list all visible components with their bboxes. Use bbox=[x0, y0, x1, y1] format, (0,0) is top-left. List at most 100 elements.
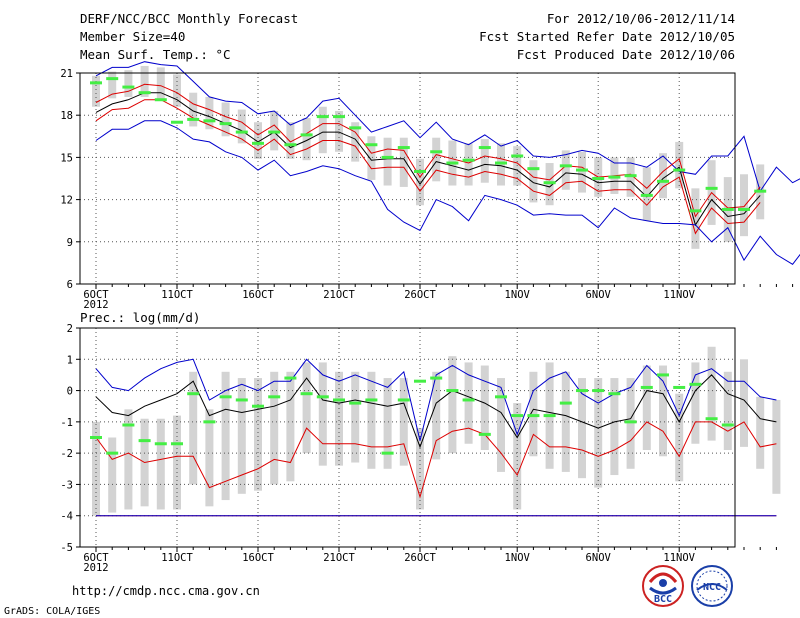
temp-observation-marker bbox=[495, 161, 507, 165]
temp-spread-box bbox=[173, 74, 181, 107]
temp-series-lowest bbox=[95, 120, 800, 265]
precip-spread-box bbox=[578, 378, 586, 479]
precip-x-tick-label: 1NOV bbox=[505, 552, 531, 564]
temp-spread-box bbox=[286, 122, 295, 159]
temp-spread-box bbox=[367, 136, 376, 180]
precip-observation-marker bbox=[689, 382, 702, 386]
precip-x-tick-label: 21OCT bbox=[323, 552, 355, 564]
temp-observation-marker bbox=[268, 130, 281, 134]
precip-observation-marker bbox=[592, 389, 605, 393]
temp-y-tick-label: 9 bbox=[67, 237, 73, 249]
ncc-logo-text: NCC bbox=[703, 582, 721, 593]
temp-observation-marker bbox=[316, 115, 329, 119]
temp-observation-marker bbox=[511, 154, 524, 158]
temp-x-tick-label: 26OCT bbox=[404, 289, 436, 301]
temp-spread-box bbox=[529, 160, 538, 203]
temp-observation-marker bbox=[349, 126, 362, 130]
temp-observation-marker bbox=[333, 115, 345, 119]
precip-y-tick-label: -2 bbox=[60, 448, 73, 460]
temp-observation-marker bbox=[543, 181, 556, 185]
temp-spread-box bbox=[561, 150, 570, 190]
started-date-label: Fcst Started Refer Date 2012/10/05 bbox=[479, 29, 735, 44]
temp-y-tick-label: 21 bbox=[60, 68, 73, 80]
temp-spread-box bbox=[383, 137, 392, 186]
temp-series-mean bbox=[95, 92, 761, 227]
variable-label: Mean Surf. Temp.: °C bbox=[80, 47, 231, 62]
precip-observation-marker bbox=[349, 401, 362, 405]
temp-observation-marker bbox=[689, 209, 702, 213]
temp-spread-box bbox=[108, 71, 117, 99]
precip-spread-box bbox=[480, 365, 489, 451]
precip-observation-marker bbox=[543, 414, 556, 418]
member-size-label: Member Size=40 bbox=[80, 29, 185, 44]
precip-observation-marker bbox=[640, 385, 653, 389]
temp-spread-box bbox=[302, 118, 311, 161]
precip-observation-marker bbox=[268, 395, 281, 399]
precip-observation-marker bbox=[462, 398, 475, 402]
precip-observation-marker bbox=[106, 451, 119, 455]
temp-spread-box bbox=[416, 158, 424, 206]
bcc-logo: BCC bbox=[642, 565, 684, 607]
precip-x-tick-label: 26OCT bbox=[404, 552, 436, 564]
temp-observation-marker bbox=[365, 143, 378, 147]
precip-spread-box bbox=[497, 378, 505, 472]
temp-observation-marker bbox=[397, 146, 410, 150]
temp-spread-box bbox=[318, 106, 327, 154]
temp-observation-marker bbox=[154, 98, 167, 102]
precip-observation-marker bbox=[235, 398, 248, 402]
temp-series-upper bbox=[95, 61, 800, 193]
temp-spread-box bbox=[659, 153, 667, 199]
precip-spread-box bbox=[464, 362, 473, 444]
temp-observation-marker bbox=[608, 175, 621, 179]
precip-spread-box bbox=[254, 378, 262, 491]
precip-y-tick-label: 0 bbox=[67, 386, 73, 398]
precip-y-tick-label: -1 bbox=[60, 417, 73, 429]
temp-spread-box bbox=[399, 137, 408, 187]
temp-observation-marker bbox=[640, 193, 653, 197]
temp-x-tick-label: 11OCT bbox=[161, 289, 193, 301]
precip-observation-marker bbox=[495, 395, 507, 399]
temp-observation-marker bbox=[219, 122, 232, 126]
precip-spread-box bbox=[221, 371, 230, 501]
precip-y-tick-label: 1 bbox=[67, 354, 73, 366]
temp-observation-marker bbox=[624, 174, 637, 178]
precip-spread-box bbox=[237, 378, 246, 494]
temp-series-lower bbox=[95, 99, 761, 235]
temp-observation-marker bbox=[527, 167, 540, 171]
precip-series-lower bbox=[95, 421, 777, 499]
precip-observation-marker bbox=[316, 395, 329, 399]
precip-observation-marker bbox=[527, 414, 540, 418]
temp-spread-box bbox=[124, 70, 133, 97]
precip-spread-box bbox=[318, 362, 327, 466]
precip-observation-marker bbox=[187, 392, 200, 396]
temp-observation-marker bbox=[576, 168, 588, 172]
precip-x-tick-label: 6NOV bbox=[586, 552, 612, 564]
temp-spread-box bbox=[254, 122, 262, 159]
produced-date-label: Fcst Produced Date 2012/10/06 bbox=[517, 47, 735, 62]
precip-observation-marker bbox=[657, 373, 669, 377]
period-label: For 2012/10/06-2012/11/14 bbox=[547, 11, 735, 26]
temp-y-tick-label: 12 bbox=[60, 195, 73, 207]
precip-x-tick-label: 16OCT bbox=[242, 552, 274, 564]
precip-observation-marker bbox=[252, 404, 264, 408]
temp-observation-marker bbox=[559, 164, 572, 168]
temp-spread-box bbox=[237, 109, 246, 144]
ncc-logo: NCC bbox=[691, 565, 733, 607]
precip-observation-marker bbox=[154, 442, 167, 446]
precip-spread-box bbox=[723, 371, 732, 451]
precip-spread-box bbox=[270, 371, 279, 485]
precip-y-tick-label: -3 bbox=[60, 479, 73, 491]
precip-spread-box bbox=[124, 409, 133, 510]
temp-observation-marker bbox=[381, 155, 394, 159]
precip-observation-marker bbox=[333, 398, 345, 402]
temp-x-tick-label: 21OCT bbox=[323, 289, 355, 301]
precip-spread-box bbox=[399, 378, 408, 466]
precip-observation-marker bbox=[705, 417, 718, 421]
precip-observation-marker bbox=[673, 385, 686, 389]
temp-observation-marker bbox=[300, 133, 313, 137]
precip-spread-box bbox=[351, 371, 360, 463]
temp-spread-box bbox=[92, 75, 100, 107]
temp-spread-box bbox=[221, 102, 230, 137]
precip-spread-box bbox=[383, 378, 392, 469]
